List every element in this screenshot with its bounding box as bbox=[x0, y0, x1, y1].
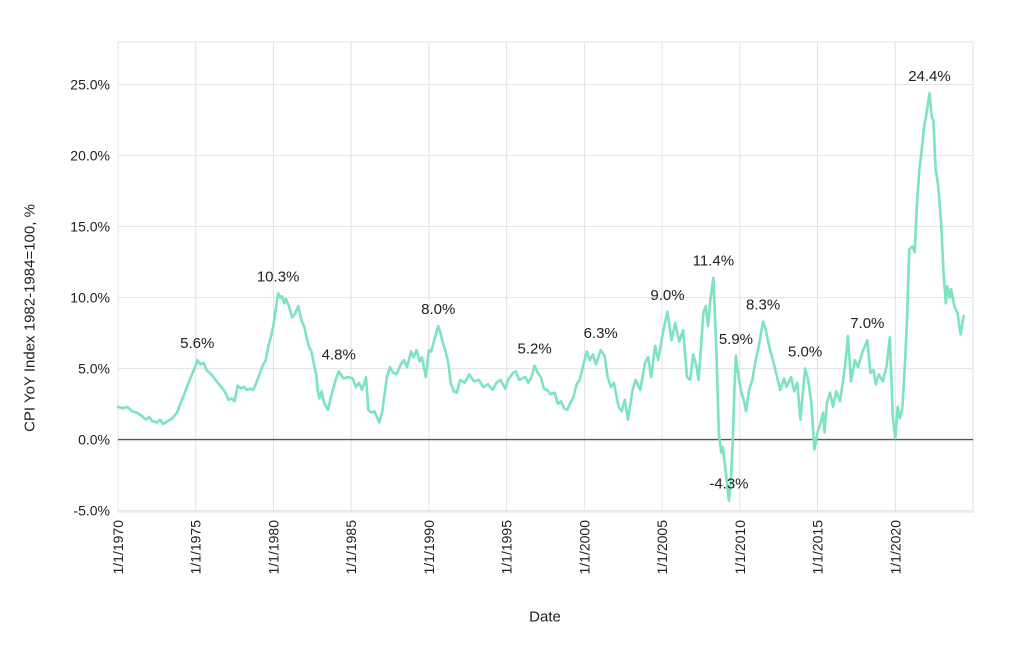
annotation-label: 5.2% bbox=[518, 341, 552, 358]
x-tick-label: 1/1/1975 bbox=[188, 520, 204, 575]
y-tick-label: 5.0% bbox=[78, 361, 110, 377]
y-tick-label: 15.0% bbox=[70, 219, 110, 235]
annotation-label: 24.4% bbox=[908, 68, 951, 85]
y-tick-label: -5.0% bbox=[73, 503, 110, 519]
y-axis-title: CPI YoY Index 1982-1984=100, % bbox=[21, 204, 39, 432]
annotation-label: 5.9% bbox=[719, 331, 753, 348]
annotation-label: 11.4% bbox=[693, 253, 734, 270]
x-axis-title: Date bbox=[529, 608, 561, 626]
x-tick-label: 1/1/2005 bbox=[654, 520, 670, 575]
annotation-label: 9.0% bbox=[650, 287, 684, 304]
annotation-label: 10.3% bbox=[257, 268, 300, 285]
annotation-label: 7.0% bbox=[850, 315, 884, 332]
annotation-label: 8.3% bbox=[746, 297, 780, 314]
annotation-label: 6.3% bbox=[584, 325, 618, 342]
x-tick-label: 1/1/1970 bbox=[110, 520, 126, 575]
x-tick-label: 1/1/2020 bbox=[887, 520, 903, 575]
y-tick-label: 10.0% bbox=[70, 290, 110, 306]
x-tick-label: 1/1/2010 bbox=[732, 520, 748, 575]
y-tick-label: 25.0% bbox=[70, 77, 110, 93]
x-tick-label: 1/1/1980 bbox=[265, 520, 281, 575]
annotation-label: -4.3% bbox=[709, 476, 748, 493]
y-tick-label: 0.0% bbox=[78, 432, 110, 448]
cpi-yoy-series-line bbox=[116, 91, 966, 502]
x-tick-label: 1/1/1985 bbox=[343, 520, 359, 575]
annotation-label: 4.8% bbox=[322, 346, 356, 363]
y-tick-label: 20.0% bbox=[70, 148, 110, 164]
x-tick-label: 1/1/1995 bbox=[499, 520, 515, 575]
x-tick-label: 1/1/2000 bbox=[576, 520, 592, 575]
plot-border bbox=[117, 41, 974, 513]
annotation-label: 5.6% bbox=[180, 335, 214, 352]
annotation-label: 5.0% bbox=[788, 344, 822, 361]
x-tick-label: 1/1/1990 bbox=[421, 520, 437, 575]
annotation-label: 8.0% bbox=[421, 301, 455, 318]
x-tick-label: 1/1/2015 bbox=[810, 520, 826, 575]
